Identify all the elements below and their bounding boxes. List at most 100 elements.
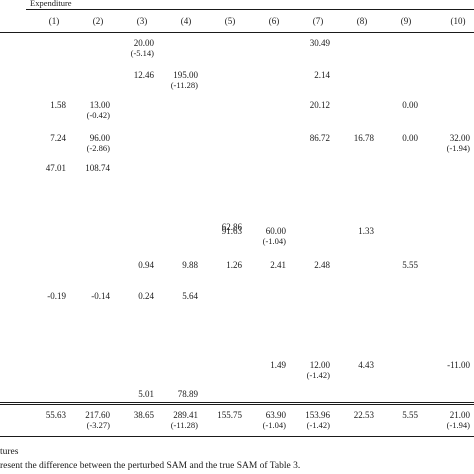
table-cell: 108.74 [70,163,110,173]
cell-difference: (-5.14) [130,48,154,58]
cell-value: 21.00 [449,410,470,420]
table-cell: 1.33 [334,226,374,236]
cell-value: 9.88 [182,260,198,270]
table-cell: 5.55 [378,260,418,270]
cell-value: 20.12 [309,100,330,110]
cell-value: 96.00 [89,133,110,143]
cell-value: 1.49 [270,360,286,370]
cell-value: 55.63 [45,410,66,420]
column-header: (2) [92,16,104,26]
table-cell: 0.00 [378,133,418,143]
cell-value: 5.01 [138,389,154,399]
cell-value: 2.41 [270,260,286,270]
cell-value: 289.41 [173,410,198,420]
table-cell: 55.63 [26,410,66,420]
cell-difference: (-1.94) [446,143,470,153]
column-header: (4) [180,16,192,26]
cell-value: 195.00 [173,70,198,80]
table-note-line-2: resent the difference between the pertur… [0,461,301,471]
table-cell: 22.53 [334,410,374,420]
cell-value: 13.00 [89,100,110,110]
cell-value: 20.00 [133,38,154,48]
cell-difference: (-1.94) [446,420,470,430]
cell-difference: (-3.27) [86,420,110,430]
column-header: (7) [312,16,324,26]
table-cell: 2.14 [290,70,330,80]
cell-value: 108.74 [85,163,110,173]
cell-value: 91.63 [221,226,242,236]
cell-value: 5.55 [402,260,418,270]
cell-value: 86.72 [309,133,330,143]
table-cell: 195.00 (-11.28) [158,70,198,90]
cell-value: 22.53 [353,410,374,420]
table-cell: 30.49 [290,38,330,48]
cell-difference: (-11.28) [170,80,198,90]
cell-value: 153.96 [305,410,330,420]
cell-value: 1.33 [358,226,374,236]
cell-value: 5.64 [182,291,198,301]
cell-value: 155.75 [217,410,242,420]
table-cell: 5.64 [158,291,198,301]
table-cell: 1.26 [202,260,242,270]
table-cell: 62.86 [202,222,242,232]
header-bottom-rule [0,32,474,33]
table-cell: -0.14 [70,291,110,301]
table-note-line-1: tures [0,447,19,457]
table-cell: 7.24 [26,133,66,143]
cell-value: 7.24 [50,133,66,143]
cell-value: 0.94 [138,260,154,270]
column-header: (1) [48,16,60,26]
cell-difference: (-0.42) [86,110,110,120]
table-cell: 78.89 [158,389,198,399]
table-cell: 289.41 (-11.28) [158,410,198,430]
table-cell: 12.00 (-1.42) [290,360,330,380]
cell-value: 63.90 [265,410,286,420]
table-cell: 47.01 [26,163,66,173]
column-header: (3) [136,16,148,26]
table-cell: 12.46 [114,70,154,80]
column-header: (5) [224,16,236,26]
column-header: (6) [268,16,280,26]
cell-value: 5.55 [402,410,418,420]
table-cell: 4.43 [334,360,374,370]
table-cell: 96.00 (-2.86) [70,133,110,153]
table-cell: 217.60 (-3.27) [70,410,110,430]
cell-value: 60.00 [265,226,286,236]
cell-difference: (-1.42) [306,420,330,430]
table-cell: 1.58 [26,100,66,110]
cell-value: 0.24 [138,291,154,301]
cell-value: 16.78 [353,133,374,143]
cell-value: 2.14 [314,70,330,80]
cell-value: 1.26 [226,260,242,270]
table-cell: 155.75 [202,410,242,420]
cell-value: 78.89 [177,389,198,399]
cell-difference: (-11.28) [170,420,198,430]
table-cell: 63.90 (-1.04) [246,410,286,430]
cell-value: 12.00 [309,360,330,370]
cell-value: 30.49 [309,38,330,48]
table-cell: -0.19 [26,291,66,301]
expenditure-header: Expenditure [30,0,72,8]
cell-value: 32.00 [449,133,470,143]
table-cell: -11.00 [430,360,470,370]
cell-difference: (-1.42) [306,370,330,380]
column-header: (10) [450,16,466,26]
table-cell: 60.00 (-1.04) [246,226,286,246]
cell-value: -0.14 [91,291,110,301]
table-cell: 5.01 [114,389,154,399]
table-cell: 38.65 [114,410,154,420]
cell-value: 12.46 [133,70,154,80]
column-header: (8) [356,16,368,26]
table-cell: 9.88 [158,260,198,270]
column-header: (9) [400,16,412,26]
table-cell: 0.00 [378,100,418,110]
table-cell: 1.49 [246,360,286,370]
table-cell: 2.41 [246,260,286,270]
table-cell: 0.94 [114,260,154,270]
table-cell: 0.24 [114,291,154,301]
table-cell: 13.00 (-0.42) [70,100,110,120]
table-cell: 20.00 (-5.14) [114,38,154,58]
cell-difference: (-1.04) [262,236,286,246]
table-cell: 21.00 (-1.94) [430,410,470,430]
cell-value: -0.19 [47,291,66,301]
